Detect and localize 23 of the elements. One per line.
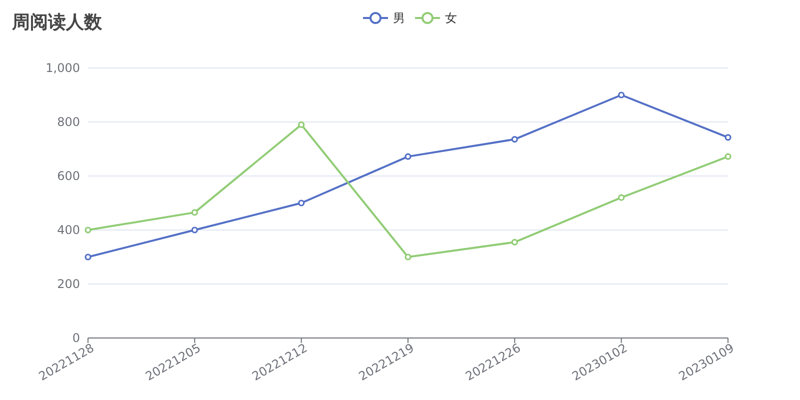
point xyxy=(298,200,305,206)
title: 周阅读人数 xyxy=(12,12,102,33)
y-tick-label: 200 xyxy=(57,277,80,291)
point xyxy=(84,226,92,234)
y-tick-label: 1,000 xyxy=(46,61,80,75)
legend-label: 女 xyxy=(445,11,457,25)
point xyxy=(84,254,92,260)
y-tick-label: 0 xyxy=(72,331,80,345)
point xyxy=(404,254,412,260)
point xyxy=(724,134,732,141)
point xyxy=(618,92,625,98)
point xyxy=(191,226,198,234)
point xyxy=(298,121,305,128)
y-tick-label: 400 xyxy=(57,223,80,237)
y-tick-label: 600 xyxy=(57,169,80,183)
point xyxy=(724,153,732,160)
y-tick-label: 800 xyxy=(57,115,80,129)
legend-label: 男 xyxy=(393,11,405,25)
point xyxy=(191,209,198,216)
point xyxy=(511,238,518,246)
point xyxy=(404,153,412,160)
point xyxy=(511,136,518,143)
point xyxy=(618,194,625,201)
